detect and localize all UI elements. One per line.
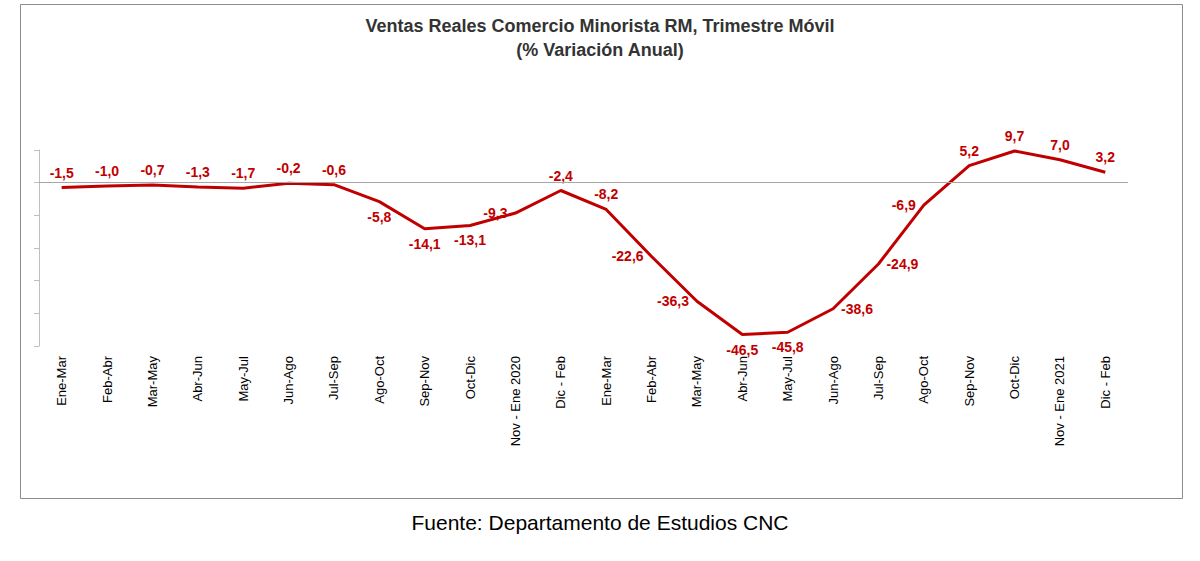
svg-text:(% Variación Anual): (% Variación Anual) — [516, 40, 683, 60]
svg-text:Jul-Sep: Jul-Sep — [871, 356, 886, 400]
svg-text:Sep-Nov: Sep-Nov — [417, 356, 432, 407]
svg-text:5,2: 5,2 — [959, 143, 979, 159]
svg-text:-46,5: -46,5 — [726, 342, 758, 358]
svg-text:-0,6: -0,6 — [322, 162, 346, 178]
svg-text:-2,4: -2,4 — [549, 168, 573, 184]
svg-text:-1,5: -1,5 — [50, 165, 74, 181]
svg-text:Nov - Ene 2021: Nov - Ene 2021 — [1052, 356, 1067, 446]
svg-text:-1,3: -1,3 — [186, 164, 210, 180]
svg-text:Sep-Nov: Sep-Nov — [962, 356, 977, 407]
svg-text:Ene-Mar: Ene-Mar — [54, 355, 69, 406]
svg-text:-6,9: -6,9 — [892, 197, 916, 213]
svg-text:Dic - Feb: Dic - Feb — [553, 356, 568, 409]
svg-text:Jun-Ago: Jun-Ago — [826, 356, 841, 404]
svg-text:Ago-Oct: Ago-Oct — [372, 356, 387, 404]
svg-text:Ene-Mar: Ene-Mar — [599, 355, 614, 406]
svg-text:Jul-Sep: Jul-Sep — [326, 356, 341, 400]
svg-text:Nov - Ene 2020: Nov - Ene 2020 — [508, 356, 523, 446]
svg-text:-24,9: -24,9 — [886, 256, 918, 272]
svg-text:Feb-Abr: Feb-Abr — [100, 355, 115, 403]
svg-text:-14,1: -14,1 — [409, 236, 441, 252]
svg-text:Ventas Reales Comercio Minoris: Ventas Reales Comercio Minorista RM, Tri… — [365, 16, 834, 36]
svg-text:Mar-May: Mar-May — [689, 356, 704, 408]
svg-text:May-Jul: May-Jul — [236, 356, 251, 402]
svg-text:-45,8: -45,8 — [772, 339, 804, 355]
svg-text:Oct-Dic: Oct-Dic — [463, 356, 478, 400]
svg-text:May-Jul: May-Jul — [780, 356, 795, 402]
svg-text:-1,0: -1,0 — [95, 163, 119, 179]
svg-text:Abr-Jun: Abr-Jun — [190, 356, 205, 402]
svg-text:-0,2: -0,2 — [277, 160, 301, 176]
svg-text:Mar-May: Mar-May — [145, 356, 160, 408]
svg-text:Oct-Dic: Oct-Dic — [1007, 356, 1022, 400]
svg-text:9,7: 9,7 — [1005, 128, 1025, 144]
svg-text:Abr-Jun: Abr-Jun — [735, 356, 750, 402]
svg-text:Dic - Feb: Dic - Feb — [1098, 356, 1113, 409]
svg-text:-13,1: -13,1 — [454, 232, 486, 248]
svg-text:-36,3: -36,3 — [657, 293, 689, 309]
svg-text:-0,7: -0,7 — [140, 162, 164, 178]
svg-text:-9,3: -9,3 — [483, 205, 507, 221]
svg-text:7,0: 7,0 — [1050, 137, 1070, 153]
svg-text:-22,6: -22,6 — [612, 248, 644, 264]
svg-text:Fuente: Departamento de Estudi: Fuente: Departamento de Estudios CNC — [411, 511, 788, 534]
svg-text:-8,2: -8,2 — [594, 186, 618, 202]
svg-text:-5,8: -5,8 — [367, 209, 391, 225]
svg-text:-38,6: -38,6 — [841, 301, 873, 317]
svg-text:Feb-Abr: Feb-Abr — [644, 355, 659, 403]
svg-text:-1,7: -1,7 — [231, 165, 255, 181]
svg-text:3,2: 3,2 — [1096, 149, 1116, 165]
svg-text:Ago-Oct: Ago-Oct — [916, 356, 931, 404]
svg-text:Jun-Ago: Jun-Ago — [281, 356, 296, 404]
